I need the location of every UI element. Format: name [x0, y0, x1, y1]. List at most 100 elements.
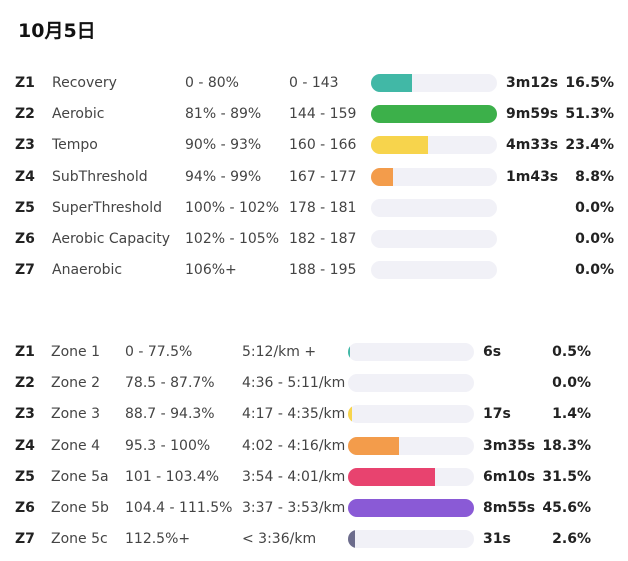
zone-duration: 3m12s	[506, 75, 559, 91]
zone-percent-range: 112.5%+	[125, 531, 191, 547]
zone-name: SuperThreshold	[52, 200, 163, 216]
zone-value-range: 160 - 166	[289, 137, 357, 153]
hr-zone-row-z2: Z2 Aerobic 81% - 89% 144 - 159 9m59s 51.3%	[0, 102, 628, 126]
zone-percent-range: 88.7 - 94.3%	[125, 406, 215, 422]
zone-bar-track	[371, 74, 497, 92]
zone-bar-fill	[371, 168, 393, 186]
zone-percentage: 2.6%	[552, 531, 591, 547]
zone-value-range: < 3:36/km	[242, 531, 317, 547]
zone-percent-range: 0 - 77.5%	[125, 344, 193, 360]
zone-bar-track	[348, 343, 474, 361]
zone-name: Zone 1	[51, 344, 100, 360]
zone-value-range: 178 - 181	[289, 200, 357, 216]
hr-zone-row-z7: Z7 Anaerobic 106%+ 188 - 195 0.0%	[0, 258, 628, 282]
zone-bar-track	[371, 199, 497, 217]
zone-bar-track	[371, 136, 497, 154]
zone-code: Z5	[15, 200, 35, 216]
zone-duration: 8m55s	[483, 500, 536, 516]
zone-value-range: 182 - 187	[289, 231, 357, 247]
hr-zone-row-z3: Z3 Tempo 90% - 93% 160 - 166 4m33s 23.4%	[0, 133, 628, 157]
pace-zone-row-z7: Z7 Zone 5c 112.5%+ < 3:36/km 31s 2.6%	[0, 527, 628, 551]
zone-code: Z1	[15, 75, 35, 91]
zone-name: Aerobic Capacity	[52, 231, 171, 247]
zone-percentage: 0.5%	[552, 344, 591, 360]
hr-zone-row-z1: Z1 Recovery 0 - 80% 0 - 143 3m12s 16.5%	[0, 71, 628, 95]
hr-zone-row-z4: Z4 SubThreshold 94% - 99% 167 - 177 1m43s 8.8…	[0, 165, 628, 189]
zone-name: Zone 4	[51, 438, 100, 454]
zone-percentage: 1.4%	[552, 406, 591, 422]
zone-percent-range: 101 - 103.4%	[125, 469, 220, 485]
zone-value-range: 4:17 - 4:35/km	[242, 406, 346, 422]
zone-bar-fill	[348, 405, 352, 423]
hr-zone-row-z5: Z5 SuperThreshold 100% - 102% 178 - 181 0.0%	[0, 196, 628, 220]
zone-percentage: 8.8%	[575, 169, 614, 185]
zone-bar-track	[371, 261, 497, 279]
zone-name: SubThreshold	[52, 169, 148, 185]
zone-percentage: 0.0%	[575, 200, 614, 216]
zone-percent-range: 100% - 102%	[185, 200, 280, 216]
zone-percentage: 31.5%	[542, 469, 591, 485]
zone-bar-fill	[348, 437, 399, 455]
zone-value-range: 4:02 - 4:16/km	[242, 438, 346, 454]
pace-zone-row-z1: Z1 Zone 1 0 - 77.5% 5:12/km + 6s 0.5%	[0, 340, 628, 364]
zone-code: Z2	[15, 375, 35, 391]
zone-name: Aerobic	[52, 106, 105, 122]
zone-value-range: 3:54 - 4:01/km	[242, 469, 346, 485]
zone-duration: 1m43s	[506, 169, 559, 185]
zone-value-range: 188 - 195	[289, 262, 357, 278]
zone-bar-fill	[348, 499, 474, 517]
zone-name: Anaerobic	[52, 262, 123, 278]
zone-percent-range: 102% - 105%	[185, 231, 280, 247]
zone-value-range: 5:12/km +	[242, 344, 317, 360]
zone-percentage: 0.0%	[552, 375, 591, 391]
zone-percent-range: 78.5 - 87.7%	[125, 375, 215, 391]
zone-bar-track	[348, 405, 474, 423]
zone-bar-fill	[371, 136, 428, 154]
zone-bar-track	[348, 499, 474, 517]
hr-zone-row-z6: Z6 Aerobic Capacity 102% - 105% 182 - 187 0.…	[0, 227, 628, 251]
zone-bar-track	[348, 437, 474, 455]
zone-duration: 4m33s	[506, 137, 559, 153]
zone-duration: 9m59s	[506, 106, 559, 122]
zone-code: Z2	[15, 106, 35, 122]
zone-percentage: 23.4%	[565, 137, 614, 153]
zone-name: Zone 3	[51, 406, 100, 422]
zone-percent-range: 106%+	[185, 262, 237, 278]
zone-name: Zone 5c	[51, 531, 108, 547]
zone-name: Tempo	[52, 137, 98, 153]
zone-duration: 31s	[483, 531, 511, 547]
zone-bar-track	[348, 468, 474, 486]
zone-bar-fill	[348, 468, 435, 486]
zone-code: Z3	[15, 137, 35, 153]
pace-zone-row-z4: Z4 Zone 4 95.3 - 100% 4:02 - 4:16/km 3m35s 18…	[0, 434, 628, 458]
zone-percentage: 0.0%	[575, 262, 614, 278]
zone-bar-track	[371, 230, 497, 248]
zone-percent-range: 95.3 - 100%	[125, 438, 211, 454]
zone-name: Recovery	[52, 75, 117, 91]
zone-bar-fill	[348, 530, 355, 548]
zone-percent-range: 94% - 99%	[185, 169, 262, 185]
zone-value-range: 167 - 177	[289, 169, 357, 185]
zone-percentage: 18.3%	[542, 438, 591, 454]
zone-code: Z7	[15, 531, 35, 547]
zone-bar-track	[348, 530, 474, 548]
zone-duration: 6s	[483, 344, 502, 360]
zone-percent-range: 0 - 80%	[185, 75, 239, 91]
zone-name: Zone 2	[51, 375, 100, 391]
zone-code: Z6	[15, 500, 35, 516]
pace-zone-row-z3: Z3 Zone 3 88.7 - 94.3% 4:17 - 4:35/km 17s 1.4…	[0, 402, 628, 426]
pace-zone-row-z2: Z2 Zone 2 78.5 - 87.7% 4:36 - 5:11/km 0.0%	[0, 371, 628, 395]
page-title: 10月5日	[18, 20, 96, 42]
zone-percentage: 16.5%	[565, 75, 614, 91]
zone-code: Z3	[15, 406, 35, 422]
zone-name: Zone 5b	[51, 500, 109, 516]
zone-percent-range: 104.4 - 111.5%	[125, 500, 233, 516]
zone-value-range: 0 - 143	[289, 75, 339, 91]
zone-code: Z4	[15, 169, 35, 185]
zone-duration: 6m10s	[483, 469, 536, 485]
zone-percentage: 45.6%	[542, 500, 591, 516]
zone-bar-track	[371, 105, 497, 123]
zone-code: Z6	[15, 231, 35, 247]
zone-name: Zone 5a	[51, 469, 109, 485]
zone-duration: 3m35s	[483, 438, 536, 454]
